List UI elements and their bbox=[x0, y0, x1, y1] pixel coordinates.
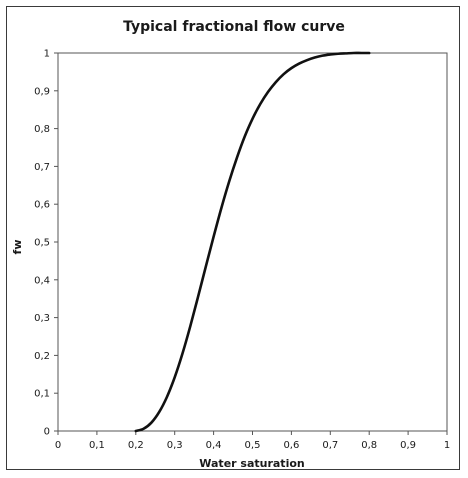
series-line-fw bbox=[134, 51, 371, 433]
x-tick-label: 0,3 bbox=[167, 440, 183, 451]
x-tick-label: 0 bbox=[55, 440, 61, 451]
x-tick-label: 1 bbox=[444, 440, 450, 451]
x-tick-label: 0,6 bbox=[283, 440, 299, 451]
x-tick-label: 0,1 bbox=[89, 440, 105, 451]
x-tick-label: 0,4 bbox=[206, 440, 222, 451]
chart-canvas: Typical fractional flow curve 0 0,1 0,2 0,3… bbox=[11, 19, 450, 469]
y-tick-label: 0,8 bbox=[34, 124, 50, 135]
y-tick-label: 0,2 bbox=[34, 351, 50, 362]
chart-title: Typical fractional flow curve bbox=[123, 19, 345, 35]
x-tick-label: 0,7 bbox=[322, 440, 338, 451]
y-axis-ticks: 0 0,1 0,2 0,3 0,4 0,5 0,6 0,7 0,8 0,9 1 bbox=[34, 49, 58, 438]
x-tick-label: 0,9 bbox=[400, 440, 416, 451]
x-tick-label: 0,5 bbox=[245, 440, 261, 451]
x-axis-label: Water saturation bbox=[199, 457, 304, 469]
plot-area bbox=[57, 52, 448, 432]
x-tick-label: 0,8 bbox=[361, 440, 377, 451]
y-axis-label: fw bbox=[11, 240, 24, 255]
y-tick-label: 0 bbox=[44, 427, 50, 438]
x-axis-ticks: 0 0,1 0,2 0,3 0,4 0,5 0,6 0,7 0,8 0,9 1 bbox=[55, 431, 450, 451]
y-tick-label: 0,7 bbox=[34, 162, 50, 173]
y-tick-label: 0,5 bbox=[34, 238, 50, 249]
chart-frame: Typical fractional flow curve 0 0,1 0,2 0,3… bbox=[6, 6, 460, 470]
y-tick-label: 1 bbox=[44, 49, 50, 60]
y-tick-label: 0,4 bbox=[34, 275, 50, 286]
y-tick-label: 0,6 bbox=[34, 200, 50, 211]
y-tick-label: 0,3 bbox=[34, 313, 50, 324]
x-tick-label: 0,2 bbox=[128, 440, 144, 451]
y-tick-label: 0,1 bbox=[34, 389, 50, 400]
y-tick-label: 0,9 bbox=[34, 86, 50, 97]
